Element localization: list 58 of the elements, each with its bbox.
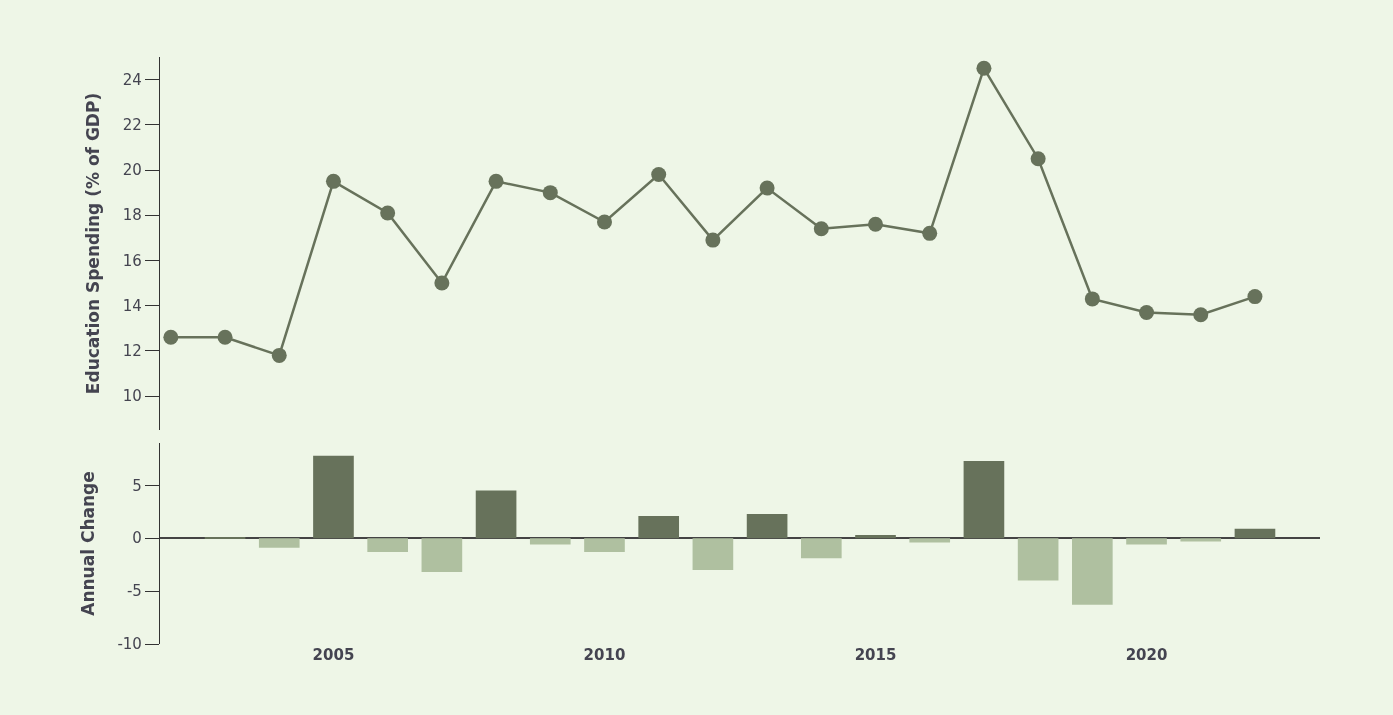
point [325, 173, 341, 189]
x-tick-label: 2005 [312, 646, 355, 664]
bar [313, 455, 354, 539]
x-tick-label: 2015 [854, 646, 897, 664]
bar [1234, 528, 1276, 539]
point [868, 216, 884, 232]
bar [1126, 538, 1167, 545]
y-tick-label: 24 [122, 70, 142, 89]
bar [1072, 538, 1113, 605]
bar [421, 538, 463, 573]
point [1247, 289, 1263, 305]
point [217, 329, 233, 345]
bar [800, 538, 842, 559]
point [163, 329, 179, 345]
point [1030, 151, 1046, 167]
y-axis-title: Annual Change [77, 471, 98, 616]
point [542, 185, 558, 201]
y-axis-title: Education Spending (% of GDP) [83, 92, 104, 395]
point [1193, 307, 1209, 323]
point [705, 232, 721, 248]
point [597, 214, 612, 230]
bar [909, 538, 951, 543]
point [488, 173, 504, 189]
bar [1180, 538, 1222, 542]
point [1139, 304, 1155, 320]
y-tick-label: -10 [117, 635, 142, 654]
y-tick-label: -5 [126, 582, 142, 601]
point [1084, 291, 1100, 307]
point [380, 205, 396, 221]
bar [746, 513, 788, 539]
x-tick-label: 2010 [583, 646, 626, 664]
bar [475, 490, 517, 539]
y-tick-label: 12 [122, 342, 142, 361]
bar [529, 538, 571, 545]
bar [584, 538, 625, 552]
y-tick-label: 0 [132, 529, 142, 548]
point [922, 225, 938, 241]
y-tick-label: 5 [132, 476, 142, 495]
bar [963, 460, 1005, 539]
y-tick-label: 14 [122, 296, 142, 315]
y-tick-label: 20 [122, 161, 142, 180]
point [976, 60, 992, 76]
x-tick-label: 2020 [1125, 646, 1168, 664]
y-tick-label: 18 [122, 206, 142, 225]
y-tick-label: 16 [122, 251, 142, 270]
y-tick-label: 22 [122, 116, 142, 135]
y-tick-label: 10 [122, 387, 142, 406]
bar [1017, 538, 1059, 581]
point [434, 275, 450, 291]
bar [855, 535, 896, 539]
bar [638, 515, 680, 539]
point [759, 180, 775, 196]
bar [692, 538, 734, 570]
bar [258, 538, 300, 548]
bar [367, 538, 408, 552]
point [813, 221, 829, 237]
point [651, 167, 667, 183]
point [271, 347, 287, 363]
